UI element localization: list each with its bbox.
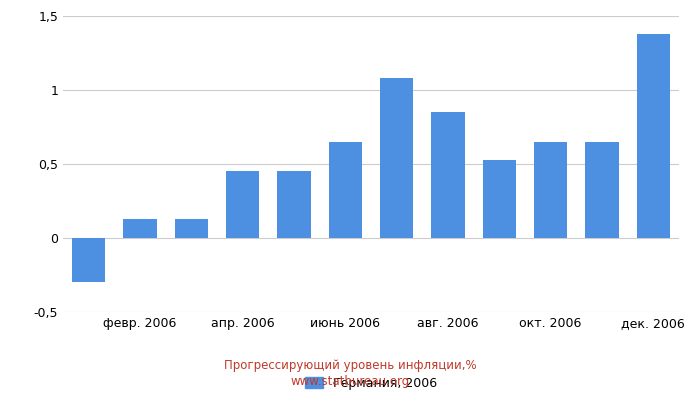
- Text: Прогрессирующий уровень инфляции,%: Прогрессирующий уровень инфляции,%: [224, 360, 476, 372]
- Bar: [431, 112, 465, 238]
- Bar: [277, 171, 311, 238]
- Bar: [123, 219, 157, 238]
- Bar: [585, 142, 619, 238]
- Bar: [226, 171, 259, 238]
- Legend: Германия, 2006: Германия, 2006: [300, 372, 442, 394]
- Bar: [174, 219, 208, 238]
- Bar: [329, 142, 362, 238]
- Bar: [483, 160, 516, 238]
- Bar: [380, 78, 413, 238]
- Bar: [534, 142, 567, 238]
- Text: www.statbureau.org: www.statbureau.org: [290, 376, 410, 388]
- Bar: [72, 238, 105, 282]
- Bar: [637, 34, 670, 238]
